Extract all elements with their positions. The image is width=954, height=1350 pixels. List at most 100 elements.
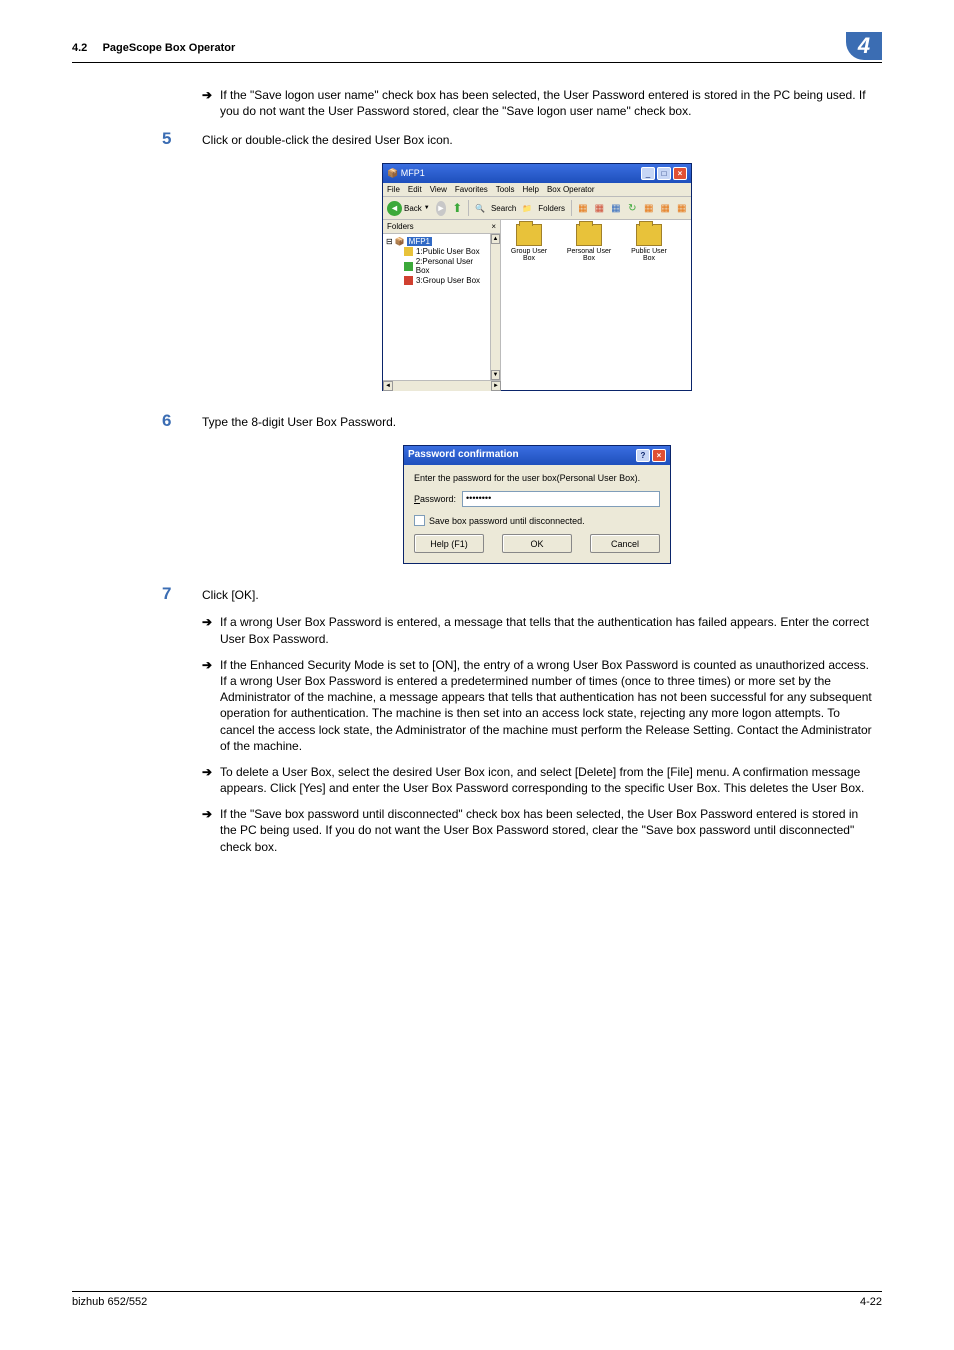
userbox-item[interactable]: Public User Box [625, 224, 673, 262]
vscrollbar[interactable]: ▲ ▼ [490, 234, 500, 380]
password-dialog: Password confirmation ? × Enter the pass… [403, 445, 671, 564]
explorer-figure: 📦 MFP1 _ □ × File Edit View Favorites To… [202, 163, 872, 391]
toolbar-icon-2[interactable]: ▦ [594, 201, 604, 216]
bullet-text: If the "Save logon user name" check box … [220, 87, 872, 119]
header-left: 4.2 PageScope Box Operator [72, 42, 235, 54]
close-pane-icon[interactable]: × [491, 222, 496, 231]
tree-root-label: MFP1 [407, 237, 432, 246]
explorer-window: 📦 MFP1 _ □ × File Edit View Favorites To… [382, 163, 692, 391]
item-label: Public User Box [625, 248, 673, 262]
help-button[interactable]: Help (F1) [414, 534, 484, 553]
dialog-title: Password confirmation [408, 449, 519, 462]
forward-button[interactable]: ► [436, 201, 446, 216]
tree-label: 2:Personal User Box [416, 257, 487, 275]
step-7: 7 Click [OK]. [162, 584, 872, 604]
footer-left: bizhub 652/552 [72, 1296, 147, 1308]
dialog-prompt: Enter the password for the user box(Pers… [414, 473, 660, 483]
folder-icon [636, 224, 662, 246]
page-header: 4.2 PageScope Box Operator 4 [72, 42, 882, 63]
file-list: Group User Box Personal User Box Public … [501, 220, 691, 390]
dialog-body: Enter the password for the user box(Pers… [404, 465, 670, 563]
item-label: Personal User Box [565, 248, 613, 262]
arrow-icon: ➔ [202, 764, 220, 796]
step-number: 6 [162, 411, 202, 431]
up-button[interactable]: ⬆ [452, 201, 462, 215]
userbox-item[interactable]: Group User Box [505, 224, 553, 262]
help-button[interactable]: ? [636, 449, 650, 462]
menu-view[interactable]: View [430, 185, 447, 194]
tree-root[interactable]: ⊟ 📦 MFP1 [386, 237, 487, 246]
step-6: 6 Type the 8-digit User Box Password. [162, 411, 872, 431]
folders-label[interactable]: Folders [538, 204, 565, 213]
minimize-button[interactable]: _ [641, 167, 655, 180]
folders-pane-title: Folders [387, 222, 414, 231]
password-label: Password: [414, 494, 456, 504]
password-input[interactable]: •••••••• [462, 491, 660, 507]
page-footer: bizhub 652/552 4-22 [72, 1291, 882, 1308]
checkbox-icon [414, 515, 425, 526]
bullet-item: ➔ If the Enhanced Security Mode is set t… [202, 657, 872, 754]
maximize-button[interactable]: □ [657, 167, 671, 180]
folders-pane-header: Folders × [383, 220, 500, 234]
separator [571, 200, 572, 216]
back-icon: ◄ [387, 201, 402, 216]
userbox-item[interactable]: Personal User Box [565, 224, 613, 262]
back-button[interactable]: ◄ Back ▼ [387, 201, 430, 216]
toolbar-icon-7[interactable]: ▦ [676, 201, 686, 216]
back-label: Back [404, 204, 422, 213]
chapter-badge: 4 [846, 32, 882, 60]
box-icon [404, 247, 413, 256]
menu-tools[interactable]: Tools [496, 185, 515, 194]
arrow-icon: ➔ [202, 614, 220, 646]
box-icon [404, 276, 413, 285]
arrow-icon: ➔ [202, 87, 220, 119]
bullet-item: ➔ To delete a User Box, select the desir… [202, 764, 872, 796]
device-icon: 📦 [395, 237, 405, 246]
ok-button[interactable]: OK [502, 534, 572, 553]
box-icon [404, 262, 413, 271]
menu-favorites[interactable]: Favorites [455, 185, 488, 194]
toolbar-icon-3[interactable]: ▦ [611, 201, 621, 216]
cancel-button[interactable]: Cancel [590, 534, 660, 553]
chapter-number: 4 [858, 33, 870, 59]
window-title: MFP1 [401, 168, 425, 178]
bullet-text: If a wrong User Box Password is entered,… [220, 614, 872, 646]
menu-help[interactable]: Help [522, 185, 538, 194]
hscrollbar[interactable]: ◄ ► [383, 380, 501, 390]
section-title: PageScope Box Operator [103, 42, 236, 54]
bullet-item: ➔ If the "Save logon user name" check bo… [202, 87, 872, 119]
toolbar-icon-6[interactable]: ▦ [660, 201, 670, 216]
arrow-icon: ➔ [202, 657, 220, 754]
bullet-item: ➔ If the "Save box password until discon… [202, 806, 872, 855]
save-password-checkbox[interactable]: Save box password until disconnected. [414, 515, 660, 526]
tree-label: 1:Public User Box [416, 247, 480, 256]
close-button[interactable]: × [673, 167, 687, 180]
dialog-figure: Password confirmation ? × Enter the pass… [202, 445, 872, 564]
step-text: Click or double-click the desired User B… [202, 129, 872, 149]
tree-item[interactable]: 1:Public User Box [404, 247, 487, 256]
toolbar-icon-5[interactable]: ▦ [644, 201, 654, 216]
bullet-text: If the Enhanced Security Mode is set to … [220, 657, 872, 754]
section-number: 4.2 [72, 42, 87, 54]
toolbar-icon-4[interactable]: ↻ [627, 201, 637, 216]
content-area: ➔ If the "Save logon user name" check bo… [202, 87, 872, 855]
menu-file[interactable]: File [387, 185, 400, 194]
toolbar: ◄ Back ▼ ► ⬆ 🔍 Search 📁 Folders ▦ ▦ ▦ ↻ … [383, 197, 691, 220]
bullet-text: If the "Save box password until disconne… [220, 806, 872, 855]
folders-icon: 📁 [522, 204, 532, 213]
search-label[interactable]: Search [491, 204, 516, 213]
folder-tree: ⊟ 📦 MFP1 1:Public User Box [383, 234, 490, 380]
close-button[interactable]: × [652, 449, 666, 462]
tree-item[interactable]: 2:Personal User Box [404, 257, 487, 275]
menu-box-operator[interactable]: Box Operator [547, 185, 595, 194]
step-5: 5 Click or double-click the desired User… [162, 129, 872, 149]
checkbox-label: Save box password until disconnected. [429, 516, 585, 526]
menu-bar: File Edit View Favorites Tools Help Box … [383, 183, 691, 197]
menu-edit[interactable]: Edit [408, 185, 422, 194]
tree-item[interactable]: 3:Group User Box [404, 276, 487, 285]
window-controls: _ □ × [641, 167, 687, 180]
item-label: Group User Box [505, 248, 553, 262]
toolbar-icon-1[interactable]: ▦ [578, 201, 588, 216]
bullet-text: To delete a User Box, select the desired… [220, 764, 872, 796]
search-icon: 🔍 [475, 204, 485, 213]
